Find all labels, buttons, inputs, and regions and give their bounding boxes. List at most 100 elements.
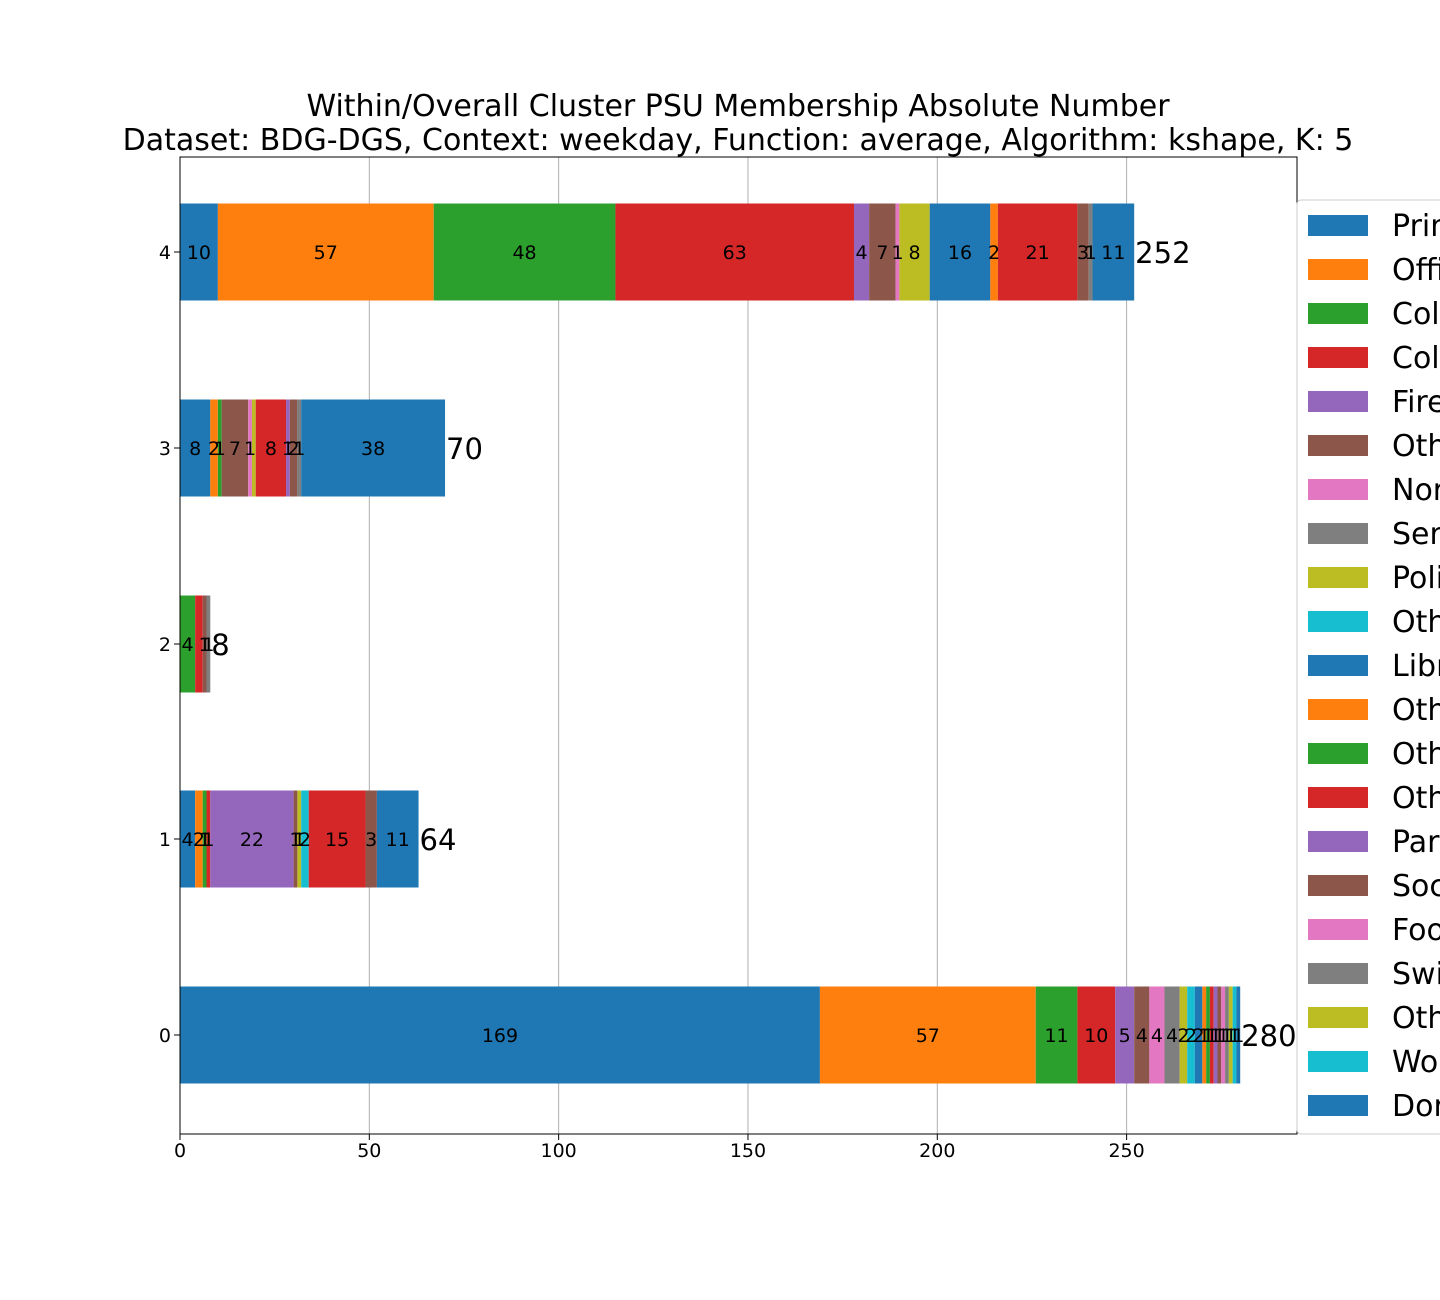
bar-segment <box>210 399 218 497</box>
y-tick-label: 4 <box>159 242 171 264</box>
segment-value-label: 1 <box>1210 1025 1222 1047</box>
bar-segment <box>365 790 377 888</box>
segment-value-label: 57 <box>314 242 338 264</box>
legend-label: Poli <box>1392 561 1440 596</box>
segment-value-label: 16 <box>948 242 972 264</box>
legend-frame <box>1296 199 1440 1135</box>
segment-value-label: 11 <box>386 829 410 851</box>
legend-swatch <box>1308 215 1368 236</box>
bar-segment <box>293 790 298 888</box>
segment-value-label: 2 <box>193 829 205 851</box>
legend-swatch <box>1308 1007 1368 1028</box>
legend-label: Nor <box>1392 473 1440 508</box>
bar-segment <box>297 399 302 497</box>
bar-segment <box>819 986 1036 1084</box>
legend-swatch <box>1308 919 1368 940</box>
bar-segment <box>1088 203 1093 301</box>
bar-segment <box>195 790 203 888</box>
bar-total-label: 64 <box>420 823 457 857</box>
segment-value-label: 11 <box>1044 1025 1068 1047</box>
legend-label: Oth <box>1392 429 1440 464</box>
segment-value-label: 10 <box>187 242 211 264</box>
segment-value-label: 1 <box>202 829 214 851</box>
legend-swatch <box>1308 787 1368 808</box>
bar-segment <box>1194 986 1203 1084</box>
segment-value-label: 2 <box>288 438 300 460</box>
segment-value-label: 38 <box>361 438 385 460</box>
legend-swatch <box>1308 743 1368 764</box>
bar-segment <box>376 790 419 888</box>
segment-value-label: 4 <box>182 634 194 656</box>
bar-segment <box>1077 203 1089 301</box>
bar-segment <box>433 203 616 301</box>
bar-segment <box>210 790 294 888</box>
legend: Prim Offi Col Col Fire Oth Nor Ser Poli Oth Libr Ot… <box>1296 199 1440 1135</box>
legend-swatch <box>1308 391 1368 412</box>
bar-segment <box>1115 986 1135 1084</box>
segment-value-label: 1 <box>293 829 305 851</box>
legend-swatch <box>1308 1051 1368 1072</box>
bar-segment <box>297 790 302 888</box>
bar-segment <box>1232 986 1237 1084</box>
y-axis: 0 1 2 3 4 <box>159 242 180 1047</box>
bar-segment <box>1187 986 1195 1084</box>
bar-segment <box>1206 986 1210 1084</box>
segment-value-label: 2 <box>1185 1025 1197 1047</box>
bar-segment <box>301 399 446 497</box>
segment-value-label: 2 <box>299 829 311 851</box>
legend-swatch <box>1308 1095 1368 1116</box>
segment-value-label: 22 <box>240 829 264 851</box>
segment-value-label: 1 <box>202 634 214 656</box>
segment-value-label: 7 <box>229 438 241 460</box>
x-tick-label: 0 <box>174 1140 186 1162</box>
bar-segment <box>1149 986 1165 1084</box>
bar-segment <box>899 203 930 301</box>
bar-segment <box>1092 203 1135 301</box>
chart-subtitle: Dataset: BDG-DGS, Context: weekday, Func… <box>123 123 1354 158</box>
legend-swatch <box>1308 259 1368 280</box>
legend-label: Oth <box>1392 605 1440 640</box>
segment-value-label: 1 <box>1217 1025 1229 1047</box>
x-tick-label: 100 <box>541 1140 577 1162</box>
bar-total-label: 8 <box>211 628 229 662</box>
y-tick-label: 3 <box>159 438 171 460</box>
legend-swatch <box>1308 435 1368 456</box>
bar-segment <box>195 595 203 693</box>
bar-segment <box>221 399 249 497</box>
legend-label: Libr <box>1392 649 1440 684</box>
bar-total-label: 280 <box>1241 1019 1296 1053</box>
segment-value-label: 1 <box>199 829 211 851</box>
segment-value-label: 4 <box>1136 1025 1148 1047</box>
legend-label: Soc <box>1392 869 1440 904</box>
segment-value-label: 1 <box>293 438 305 460</box>
bar-total-label: 252 <box>1135 236 1190 270</box>
bar-segment <box>1213 986 1218 1084</box>
bar-segment <box>301 790 309 888</box>
legend-swatch <box>1308 479 1368 500</box>
legend-label: Foo <box>1392 913 1440 948</box>
legend-swatch <box>1308 875 1368 896</box>
bar-segment <box>1217 986 1222 1084</box>
legend-swatch <box>1308 655 1368 676</box>
segment-value-label: 1 <box>891 242 903 264</box>
segment-value-label: 1 <box>1085 242 1097 264</box>
bar-segment <box>1134 986 1150 1084</box>
segment-value-label: 8 <box>909 242 921 264</box>
segment-value-label: 48 <box>512 242 536 264</box>
bar-segment <box>217 203 434 301</box>
legend-label: Col <box>1392 341 1440 376</box>
bar-segment <box>180 399 211 497</box>
segment-value-label: 5 <box>1119 1025 1131 1047</box>
segment-value-label: 1 <box>1232 1025 1244 1047</box>
bar-segment <box>251 399 256 497</box>
segment-value-label: 4 <box>856 242 868 264</box>
segment-value-label: 1 <box>289 829 301 851</box>
segment-value-label: 1 <box>214 438 226 460</box>
bar-segment <box>255 399 287 497</box>
bar-segment <box>615 203 854 301</box>
segment-value-label: 4 <box>182 829 194 851</box>
legend-label: Wo <box>1392 1045 1438 1080</box>
segment-value-label: 2 <box>208 438 220 460</box>
